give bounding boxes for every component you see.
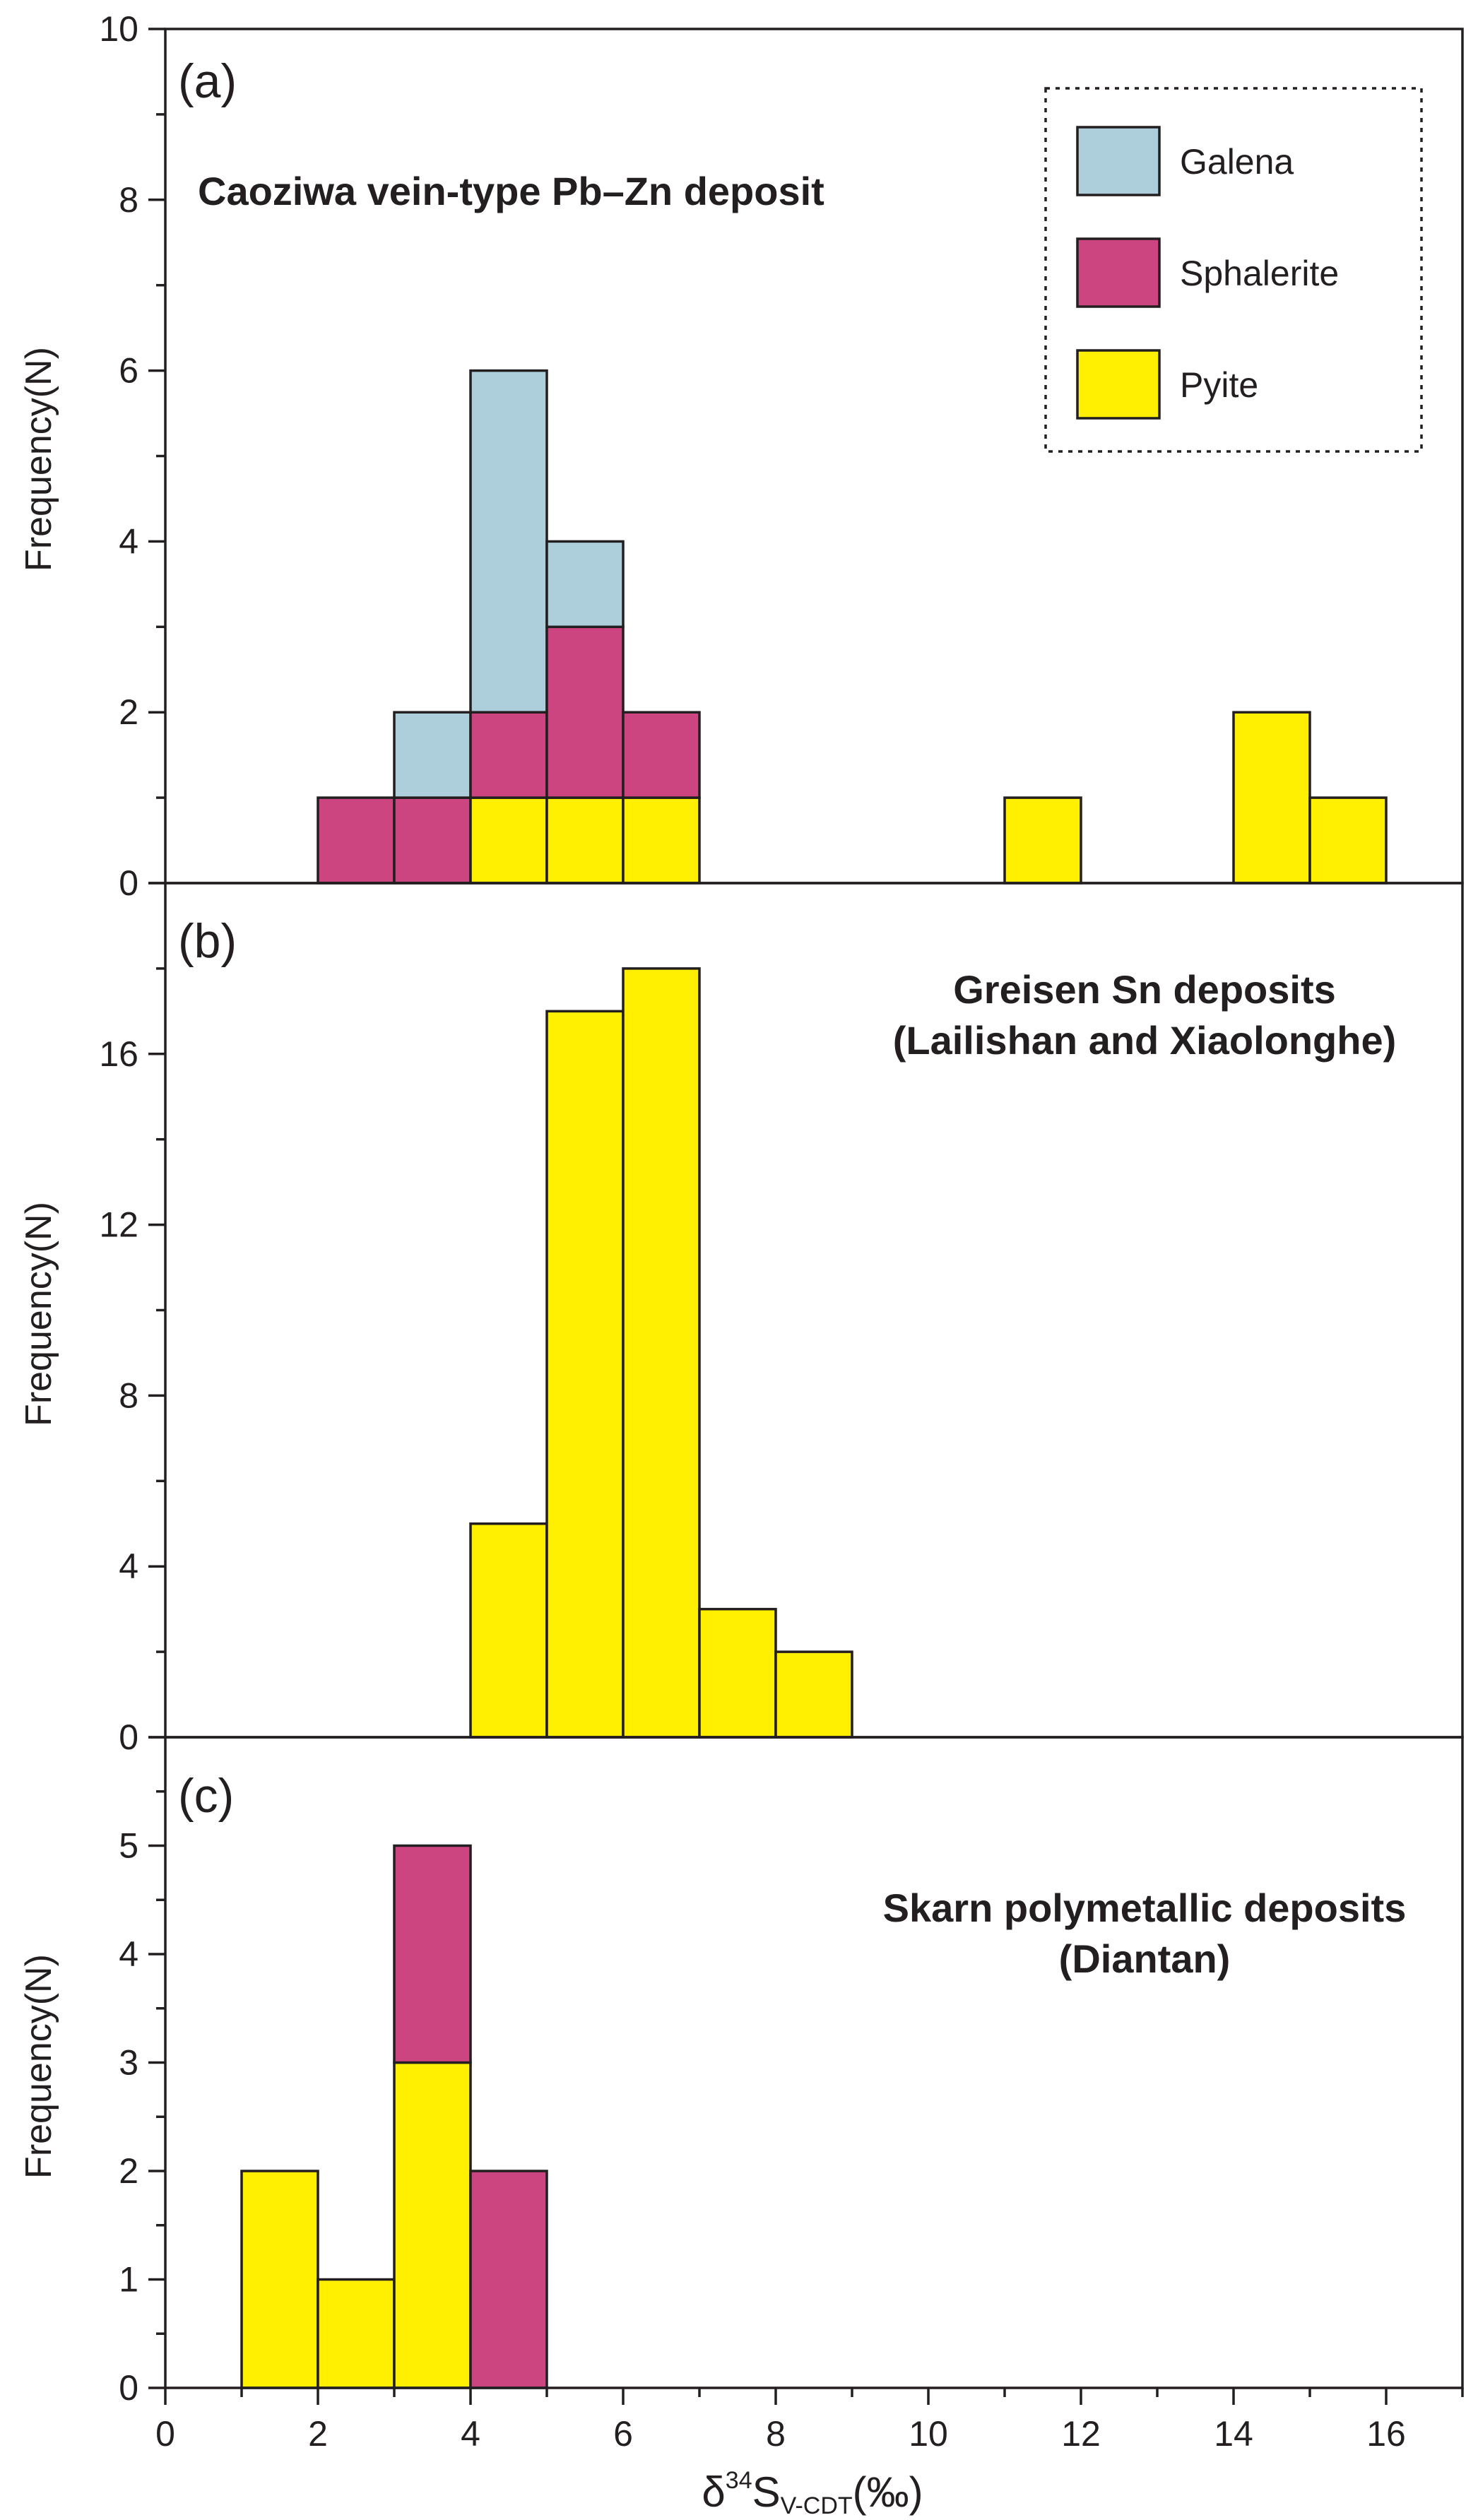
legend-swatch-galena	[1076, 126, 1161, 196]
panel-title: Skarn polymetallic deposits	[883, 1886, 1407, 1930]
bars	[317, 369, 1388, 885]
legend-label-sphalerite: Sphalerite	[1180, 254, 1339, 293]
bar-pyite-6-7	[622, 796, 701, 885]
bar-sphalerite-3-4	[393, 1844, 472, 2064]
x-tick-label: 12	[1061, 2414, 1101, 2454]
bar-sphalerite-5-6	[545, 625, 625, 799]
bar-pyite-2-3	[317, 2278, 396, 2389]
y-axis: 0 4 8 12 16	[99, 882, 165, 1757]
y-axis: 0 1 2 3 4 5	[119, 1736, 165, 2408]
x-tick-label: 8	[766, 2414, 786, 2454]
panel-b: 0 4 8 12 16 Frequency(N) (b) Greisen Sn deposit…	[18, 882, 1464, 1757]
x-tick-label: 2	[308, 2414, 328, 2454]
bars	[469, 967, 853, 1739]
bar-sphalerite-6-7	[622, 711, 701, 799]
y-tick-label: 5	[119, 1826, 138, 1866]
bar-pyite-1-2	[240, 2170, 319, 2389]
bar-galena-5-6	[545, 540, 625, 629]
x-tick-label: 10	[909, 2414, 948, 2454]
legend-swatch-sphalerite	[1076, 237, 1161, 308]
bar-pyite-11-12	[1003, 796, 1082, 885]
y-tick-label: 4	[119, 1934, 138, 1974]
bar-pyite-6-7	[622, 967, 701, 1739]
panel-a: 0 2 4 6 8 10 Frequency(N) (a) Caoziwa vein-type …	[18, 9, 1464, 903]
legend-frame	[1044, 87, 1423, 453]
bar-pyite-4-5	[469, 1522, 548, 1739]
bar-pyite-15-16	[1308, 796, 1388, 885]
bar-sphalerite-3-4	[393, 796, 472, 885]
y-tick-label: 4	[119, 521, 138, 561]
legend-label-pyite: Pyite	[1180, 365, 1258, 405]
bar-pyite-5-6	[545, 1010, 625, 1739]
x-axis-label-part: V-CDT	[781, 2492, 853, 2519]
x-axis-label-part: δ	[702, 2468, 725, 2516]
x-tick-label: 0	[155, 2414, 175, 2454]
y-tick-label: 3	[119, 2043, 138, 2083]
y-tick-label: 0	[119, 863, 138, 903]
y-tick-label: 4	[119, 1546, 138, 1586]
y-tick-label: 2	[119, 692, 138, 732]
y-axis-label: Frequency(N)	[18, 347, 59, 572]
bar-pyite-7-8	[698, 1607, 777, 1739]
bars	[240, 1844, 548, 2389]
x-tick-label: 4	[461, 2414, 480, 2454]
bar-sphalerite-4-5	[469, 2170, 548, 2389]
y-axis: 0 2 4 6 8 10	[99, 9, 165, 903]
x-axis-label-part: 34	[726, 2467, 752, 2494]
panel-letter: (b)	[178, 914, 237, 968]
panel-title: Greisen Sn deposits	[953, 967, 1336, 1012]
bar-pyite-5-6	[545, 796, 625, 885]
panel-title: Caoziwa vein-type Pb–Zn deposit	[198, 169, 824, 213]
y-tick-label: 16	[99, 1034, 138, 1074]
y-tick-label: 8	[119, 1376, 138, 1415]
bar-pyite-3-4	[393, 2061, 472, 2389]
panel-letter: (c)	[178, 1769, 234, 1823]
bar-pyite-8-9	[774, 1650, 853, 1739]
y-axis-label: Frequency(N)	[18, 1954, 59, 2179]
y-tick-label: 0	[119, 2368, 138, 2408]
y-tick-label: 0	[119, 1717, 138, 1757]
bar-sphalerite-4-5	[469, 711, 548, 799]
legend-label-galena: Galena	[1180, 142, 1294, 182]
y-tick-label: 6	[119, 351, 138, 391]
x-axis-label-part: (‰)	[853, 2468, 923, 2516]
panel-title: (Diantan)	[1059, 1936, 1231, 1981]
y-tick-label: 2	[119, 2151, 138, 2191]
y-axis-label: Frequency(N)	[18, 1202, 59, 1426]
x-tick-label: 16	[1366, 2414, 1406, 2454]
y-tick-label: 10	[99, 9, 138, 49]
y-tick-label: 12	[99, 1205, 138, 1245]
y-tick-label: 8	[119, 180, 138, 220]
bar-sphalerite-2-3	[317, 796, 396, 885]
x-axis-label: δ34SV-CDT(‰)	[702, 2467, 923, 2519]
x-axis: 0 2 4 6 8 10 12 14 16 δ34SV-CDT(‰)	[155, 2388, 1464, 2519]
panel-c: 0 1 2 3 4 5 Frequency(N) (c) Skarn polymetallic …	[18, 1736, 1464, 2408]
y-tick-label: 1	[119, 2260, 138, 2300]
bar-pyite-14-15	[1232, 711, 1311, 885]
legend-swatch-pyite	[1076, 349, 1161, 420]
x-axis-label-part: S	[752, 2468, 781, 2516]
panel-title: (Lailishan and Xiaolonghe)	[893, 1018, 1397, 1063]
x-tick-label: 6	[613, 2414, 633, 2454]
legend: Galena Sphalerite Pyite	[1044, 87, 1423, 453]
bar-galena-3-4	[393, 711, 472, 799]
panel-letter: (a)	[178, 54, 237, 108]
bar-pyite-4-5	[469, 796, 548, 885]
bar-galena-4-5	[469, 369, 548, 714]
x-tick-label: 14	[1214, 2414, 1253, 2454]
